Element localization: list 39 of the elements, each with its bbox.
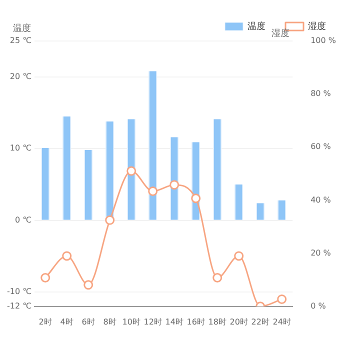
y2-tick-label: 20 % <box>310 248 332 258</box>
x-tick-label: 20时 <box>230 317 248 326</box>
x-tick-label: 18时 <box>208 317 226 326</box>
point <box>170 180 180 190</box>
y2-tick-label: 80 % <box>310 89 332 98</box>
y-tick-label: 0 ℃ <box>14 215 32 224</box>
point <box>148 186 158 196</box>
x-tick-label: 22时 <box>251 317 270 326</box>
y2-tick-label: 0 % <box>310 301 326 310</box>
x-tick-label: 6时 <box>82 317 95 326</box>
x-tick-label: 10时 <box>122 317 140 326</box>
point <box>234 251 244 261</box>
x-tick-label: 16时 <box>186 317 205 326</box>
point <box>105 215 115 225</box>
point <box>62 251 72 261</box>
point <box>191 194 201 204</box>
y-tick-label: 10 ℃ <box>10 144 32 153</box>
point <box>277 294 287 304</box>
point <box>40 272 50 282</box>
point <box>84 280 94 290</box>
y-tick-label: -12 ℃ <box>7 301 32 310</box>
x-tick-label: 14时 <box>165 317 184 326</box>
point <box>126 166 136 176</box>
x-tick-label: 8时 <box>103 317 116 326</box>
y-tick-label: -10 ℃ <box>7 287 32 296</box>
x-tick-label: 4时 <box>60 317 74 326</box>
y2-axis-title: 湿度 <box>272 28 290 39</box>
y2-tick-label: 40 % <box>310 195 332 204</box>
point <box>212 272 222 282</box>
legend-label: 湿度 <box>308 20 326 32</box>
legend-label: 温度 <box>248 20 266 32</box>
y2-tick-label: 60 % <box>310 142 332 152</box>
y-tick-label: 25 ℃ <box>10 36 32 46</box>
x-tick-label: 24时 <box>272 317 291 326</box>
x-tick-label: 2时 <box>38 317 52 326</box>
y-tick-label: 20 ℃ <box>10 72 32 81</box>
y-axis-title: 温度 <box>13 22 31 34</box>
x-tick-label: 12时 <box>144 317 162 326</box>
y2-tick-label: 100 % <box>310 36 336 46</box>
